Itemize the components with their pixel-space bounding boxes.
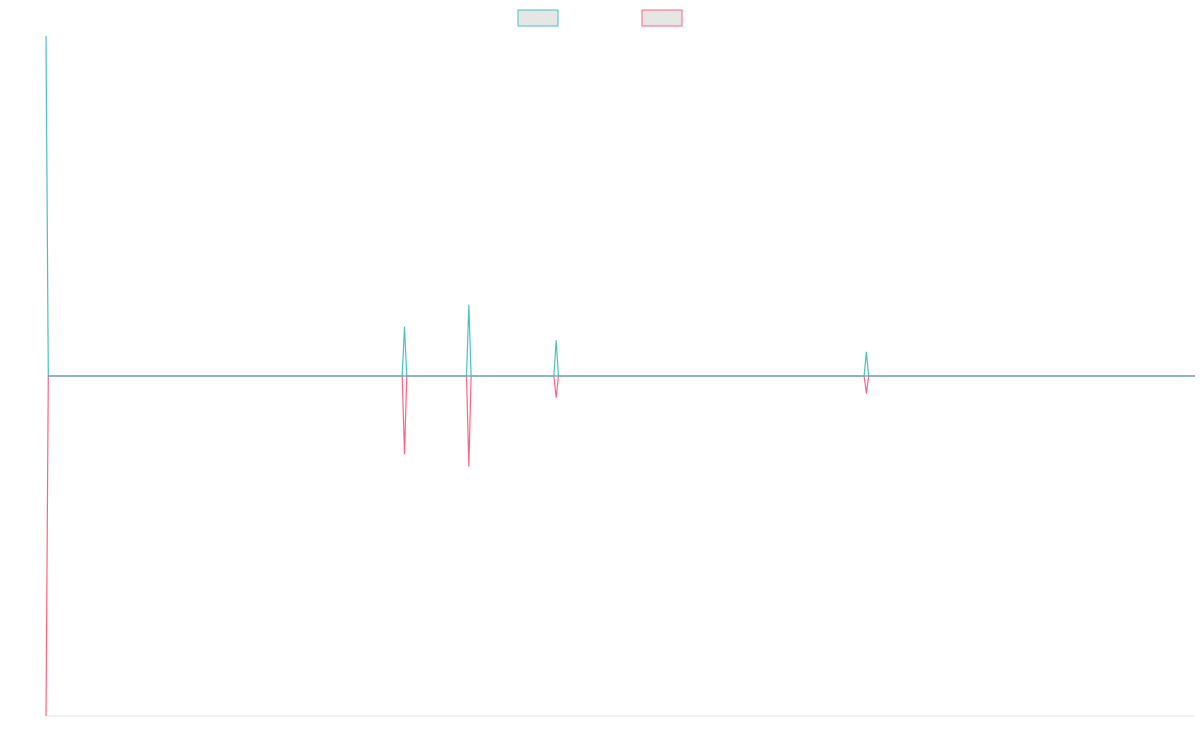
legend-swatch-1[interactable] (517, 9, 559, 27)
plot-area (45, 35, 1195, 717)
series-line-2 (45, 375, 1195, 717)
series-line-1 (45, 35, 1195, 377)
chart-legend[interactable] (517, 9, 683, 27)
legend-swatch-2[interactable] (641, 9, 683, 27)
